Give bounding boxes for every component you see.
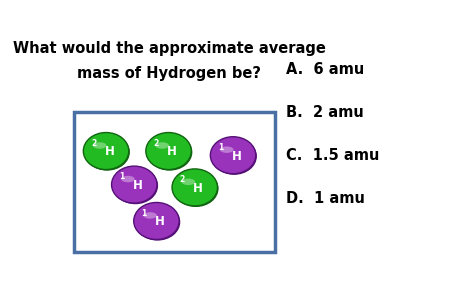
Text: B.  2 amu: B. 2 amu	[287, 105, 364, 120]
Text: 2: 2	[91, 139, 96, 148]
Ellipse shape	[93, 142, 106, 149]
Text: What would the approximate average: What would the approximate average	[13, 41, 325, 56]
Ellipse shape	[83, 132, 129, 170]
Text: 2: 2	[153, 139, 158, 148]
Text: H: H	[155, 215, 165, 229]
FancyBboxPatch shape	[74, 112, 275, 252]
Text: 1: 1	[119, 172, 124, 181]
Ellipse shape	[182, 179, 195, 185]
Text: 1: 1	[218, 143, 223, 152]
Ellipse shape	[211, 138, 257, 175]
Ellipse shape	[121, 176, 135, 182]
Ellipse shape	[134, 202, 179, 239]
Ellipse shape	[135, 204, 180, 241]
Ellipse shape	[84, 134, 130, 171]
Ellipse shape	[143, 212, 157, 219]
Text: H: H	[193, 182, 203, 195]
Ellipse shape	[147, 134, 193, 171]
Ellipse shape	[112, 166, 157, 203]
Text: H: H	[105, 145, 114, 159]
Ellipse shape	[172, 169, 218, 206]
Text: H: H	[133, 179, 143, 192]
Text: C.  1.5 amu: C. 1.5 amu	[287, 148, 380, 163]
Text: A.  6 amu: A. 6 amu	[287, 62, 365, 77]
Text: H: H	[232, 150, 241, 163]
Ellipse shape	[220, 146, 234, 153]
Ellipse shape	[173, 170, 219, 207]
Text: 2: 2	[180, 175, 185, 184]
Ellipse shape	[210, 137, 256, 174]
Ellipse shape	[155, 142, 169, 149]
Ellipse shape	[113, 167, 158, 204]
Text: D.  1 amu: D. 1 amu	[287, 191, 365, 206]
Text: mass of Hydrogen be?: mass of Hydrogen be?	[77, 66, 261, 81]
Ellipse shape	[146, 132, 191, 170]
Text: H: H	[167, 145, 177, 159]
Text: 1: 1	[141, 209, 147, 218]
